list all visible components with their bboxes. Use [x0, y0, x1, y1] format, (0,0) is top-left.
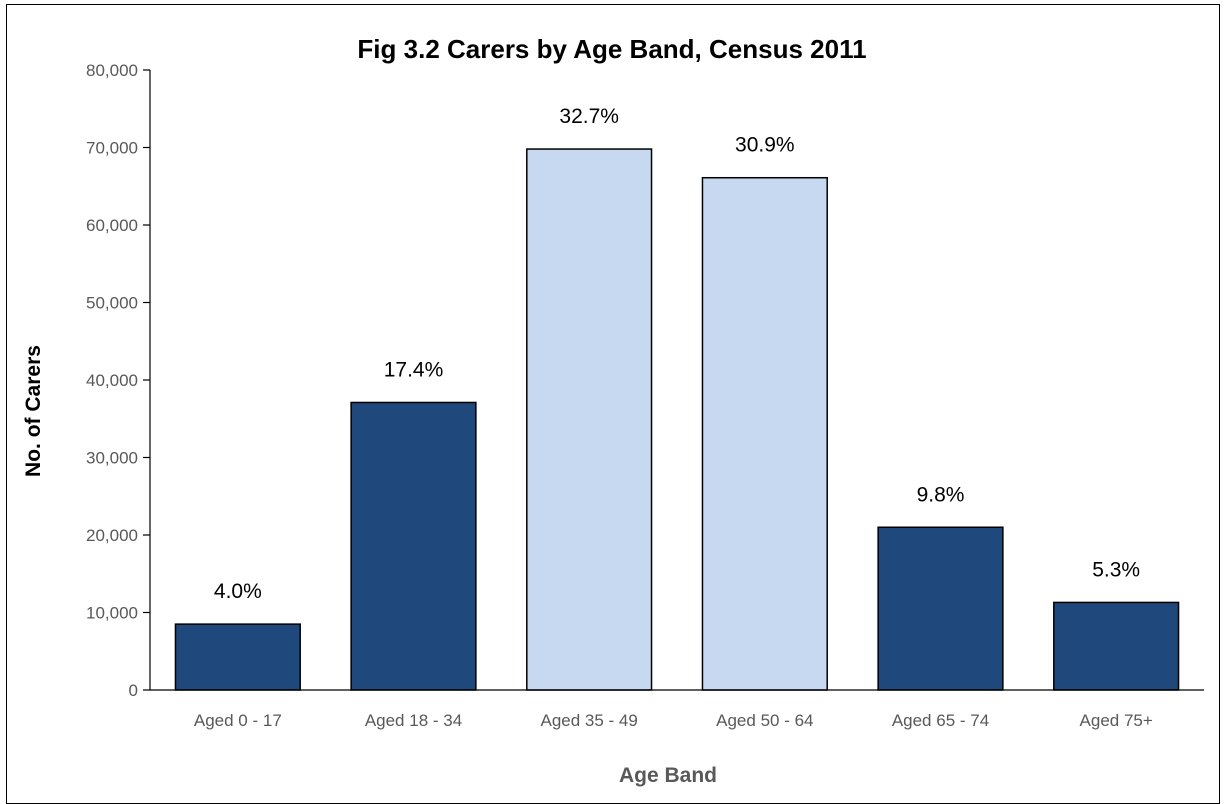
data-label: 9.8% [917, 483, 965, 506]
x-tick-label: Aged 75+ [1080, 711, 1153, 730]
data-label: 30.9% [735, 134, 795, 157]
y-tick-label: 60,000 [86, 216, 138, 235]
axes [149, 70, 1204, 691]
data-label: 4.0% [214, 580, 262, 603]
y-tick-label: 0 [129, 681, 138, 700]
y-axis-title: No. of Carers [22, 345, 45, 477]
bar [174, 623, 301, 691]
y-axis-ticks: 0 10,000 20,000 30,000 40,000 50,000 60,000 70,… [86, 61, 150, 700]
data-label: 5.3% [1092, 558, 1140, 581]
x-tick-label: Aged 65 - 74 [892, 711, 989, 730]
bars [174, 148, 1180, 691]
bar [877, 526, 1004, 691]
x-tick-label: Aged 35 - 49 [540, 711, 637, 730]
bar [701, 176, 828, 691]
bar [1053, 601, 1180, 691]
y-tick-label: 40,000 [86, 371, 138, 390]
x-axis-ticks: Aged 0 - 17 Aged 18 - 34 Aged 35 - 49 Aged … [194, 711, 1153, 730]
y-tick-label: 50,000 [86, 294, 138, 313]
bar [526, 148, 653, 691]
y-tick-label: 20,000 [86, 526, 138, 545]
data-labels: 4.0% 17.4% 32.7% 30.9% 9.8% 5.3% [214, 105, 1140, 603]
y-tick-label: 10,000 [86, 604, 138, 623]
x-axis-title: Age Band [619, 764, 717, 787]
y-tick-label: 80,000 [86, 61, 138, 80]
x-tick-label: Aged 50 - 64 [716, 711, 813, 730]
data-label: 17.4% [384, 358, 444, 381]
y-tick-label: 30,000 [86, 449, 138, 468]
y-tick-label: 70,000 [86, 139, 138, 158]
x-tick-label: Aged 0 - 17 [194, 711, 282, 730]
bar [350, 401, 477, 691]
chart-title: Fig 3.2 Carers by Age Band, Census 2011 [357, 34, 866, 64]
x-tick-label: Aged 18 - 34 [365, 711, 462, 730]
data-label: 32.7% [559, 105, 619, 128]
